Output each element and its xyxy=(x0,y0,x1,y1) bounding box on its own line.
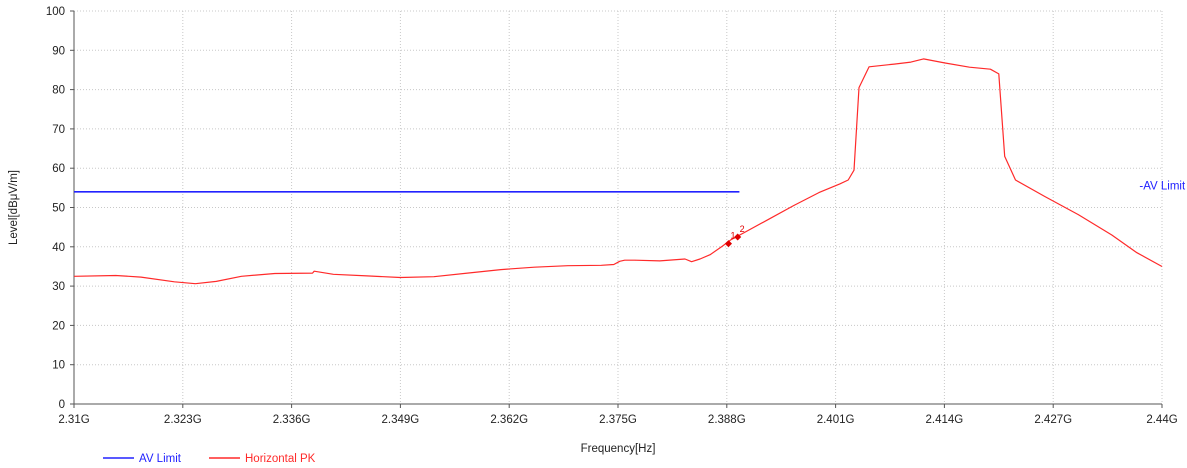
x-tick-label: 2.362G xyxy=(490,414,528,426)
x-tick-label: 2.401G xyxy=(817,414,855,426)
x-tick-label: 2.427G xyxy=(1034,414,1072,426)
legend-label-av-limit: AV Limit xyxy=(139,453,182,465)
chart-legend: AV Limit Horizontal PK xyxy=(103,453,316,465)
x-tick-label: 2.375G xyxy=(599,414,637,426)
y-tick-label: 0 xyxy=(59,399,65,411)
y-tick-label: 20 xyxy=(52,320,65,332)
legend-label-horizontal-pk: Horizontal PK xyxy=(245,453,316,465)
marker-label: 1 xyxy=(730,231,735,241)
y-tick-label: 60 xyxy=(52,163,65,175)
x-tick-label: 2.323G xyxy=(164,414,202,426)
tick-labels: 0 10 20 30 40 50 60 70 80 90 100 2.31G 2.323G 2.336G 2… xyxy=(46,6,1178,426)
x-tick-label: 2.31G xyxy=(58,414,89,426)
y-tick-label: 50 xyxy=(52,203,65,215)
y-tick-label: 40 xyxy=(52,242,65,254)
y-axis-title: Level[dBμV/m] xyxy=(8,170,20,245)
y-tick-label: 80 xyxy=(52,85,65,97)
grid-lines xyxy=(74,10,1163,404)
series-layer: 12 -AV Limit xyxy=(73,58,1186,285)
x-tick-label: 2.44G xyxy=(1146,414,1177,426)
x-tick-label: 2.336G xyxy=(273,414,311,426)
axis-titles: Frequency[Hz] Level[dBμV/m] xyxy=(8,170,655,455)
y-tick-label: 90 xyxy=(52,45,65,57)
limit-annotation: -AV Limit xyxy=(1139,180,1186,192)
x-tick-label: 2.349G xyxy=(382,414,420,426)
marker-point xyxy=(724,240,733,248)
marker-point xyxy=(734,233,742,241)
marker-label: 2 xyxy=(740,224,745,234)
y-tick-label: 100 xyxy=(46,6,65,18)
x-tick-label: 2.388G xyxy=(708,414,746,426)
x-tick-label: 2.414G xyxy=(926,414,964,426)
series-line-horizontal-pk xyxy=(73,58,1163,285)
y-tick-label: 30 xyxy=(52,281,65,293)
y-tick-label: 10 xyxy=(52,360,65,372)
x-axis-title: Frequency[Hz] xyxy=(581,443,656,455)
plot-axes xyxy=(70,10,1163,408)
y-tick-label: 70 xyxy=(52,124,65,136)
